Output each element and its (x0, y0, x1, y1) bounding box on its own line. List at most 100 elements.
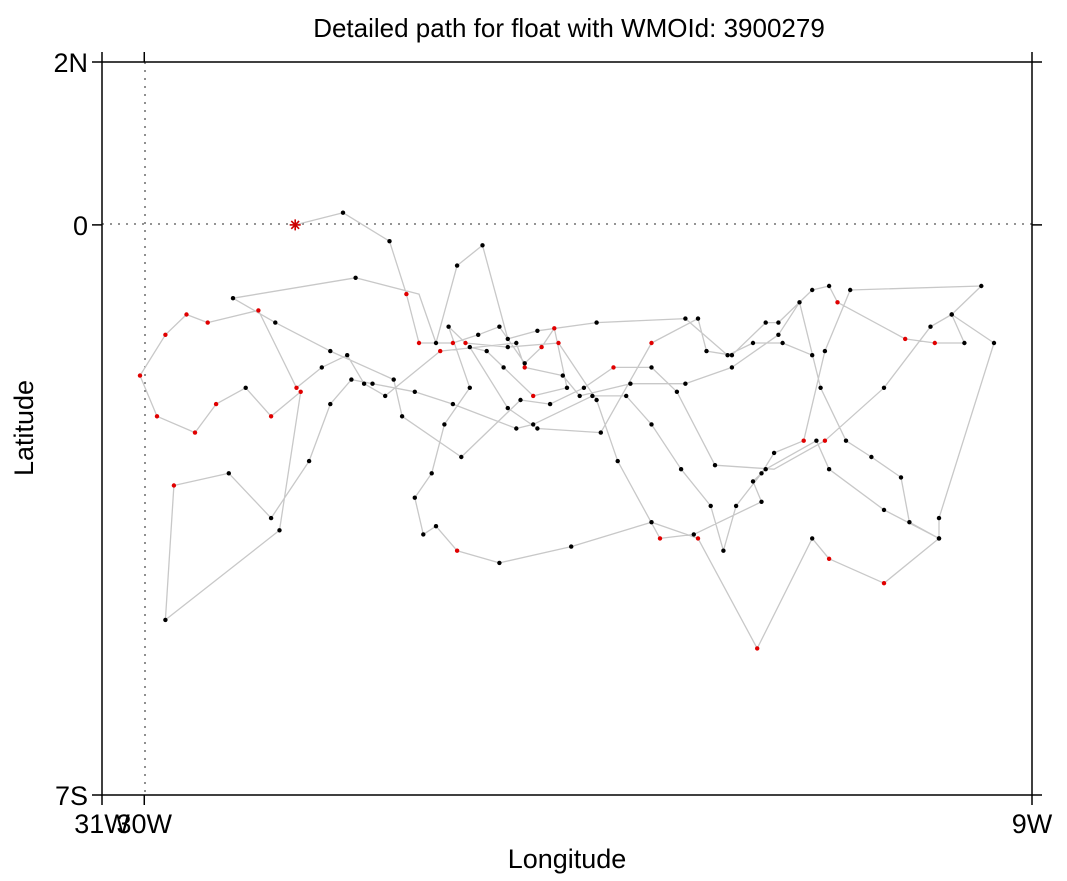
profile-point (564, 385, 570, 390)
profile-point (801, 438, 806, 443)
profile-point (649, 520, 654, 525)
profile-point (531, 422, 536, 427)
profile-point (649, 365, 654, 370)
profile-point (936, 536, 942, 541)
x-tick-label: 30W (117, 809, 173, 839)
profile-points (137, 210, 997, 651)
profile-point (826, 467, 832, 472)
profile-point (962, 340, 967, 346)
profile-point (750, 479, 756, 484)
profile-point (539, 344, 544, 350)
profile-point (771, 450, 777, 456)
profile-point (928, 324, 933, 329)
profile-point (412, 389, 417, 394)
profile-point (213, 401, 219, 407)
profile-point (459, 454, 464, 460)
profile-point (450, 340, 456, 346)
profile-point (826, 283, 832, 289)
profile-point (678, 467, 684, 472)
profile-point (467, 344, 472, 350)
profile-point (780, 340, 785, 346)
y-tick-label: 2N (53, 48, 88, 78)
profile-point (759, 499, 764, 504)
profile-point (615, 458, 620, 464)
profile-point (192, 430, 198, 435)
profile-point (949, 312, 954, 317)
profile-point (535, 426, 540, 431)
profile-point (433, 340, 439, 346)
plot-frame (101, 61, 1033, 796)
profile-point (353, 275, 358, 280)
profile-point (429, 471, 434, 476)
profile-point (184, 312, 189, 317)
profile-point (171, 483, 177, 488)
profile-point (268, 515, 274, 521)
profile-point (163, 617, 168, 623)
profile-point (691, 532, 696, 537)
profile-point (277, 528, 282, 533)
profile-point (454, 263, 460, 268)
profile-point (370, 381, 375, 386)
profile-point (848, 287, 853, 293)
profile-point (438, 348, 443, 354)
profile-point (137, 373, 143, 378)
profile-point (881, 385, 887, 390)
profile-point (822, 348, 828, 354)
profile-point (674, 389, 680, 394)
profile-point (404, 291, 409, 297)
profile-point (268, 414, 274, 419)
profile-point (763, 320, 768, 325)
profile-point (421, 532, 426, 537)
profile-point (505, 344, 510, 350)
chart-title: Detailed path for float with WMOId: 3900… (313, 13, 825, 43)
profile-point (776, 320, 781, 325)
profile-point (797, 300, 802, 305)
profile-point (590, 393, 595, 399)
profile-point (505, 405, 510, 411)
profile-point (932, 340, 937, 346)
x-axis-label: Longitude (508, 844, 627, 874)
profile-point (569, 544, 574, 549)
profile-point (501, 365, 506, 370)
profile-point (446, 324, 451, 329)
profile-point (695, 536, 701, 541)
profile-point (881, 581, 887, 586)
profile-point (556, 340, 561, 346)
profile-point (412, 495, 417, 500)
profile-point (349, 377, 354, 382)
profile-point (649, 422, 654, 427)
profile-point (810, 287, 815, 293)
profile-point (721, 548, 726, 553)
profile-point (552, 326, 557, 331)
profile-point (822, 438, 828, 443)
profile-point (598, 430, 603, 435)
profile-point (869, 454, 874, 460)
profile-point (729, 365, 735, 370)
profile-point (733, 503, 739, 509)
profile-point (649, 340, 654, 346)
profile-point (814, 438, 819, 443)
y-tick-label: 0 (73, 211, 88, 241)
profile-point (450, 401, 456, 407)
profile-point (979, 283, 984, 289)
path-layer (139, 212, 995, 650)
x-tick-label: 9W (1012, 809, 1053, 839)
profile-point (835, 300, 840, 305)
y-axis-label: Latitude (9, 380, 39, 476)
profile-point (476, 332, 481, 337)
profile-point (755, 646, 760, 651)
profile-point (560, 373, 565, 378)
profile-point (416, 340, 422, 346)
y-tick-label: 7S (55, 781, 88, 811)
profile-point (695, 316, 701, 321)
profile-point (154, 414, 160, 419)
profile-point (611, 365, 616, 370)
profile-point (306, 458, 312, 464)
profile-point (387, 239, 392, 244)
profile-point (433, 524, 439, 529)
profile-point (361, 381, 367, 386)
profile-point (759, 471, 764, 476)
profile-point (594, 397, 599, 403)
profile-point (205, 320, 210, 325)
